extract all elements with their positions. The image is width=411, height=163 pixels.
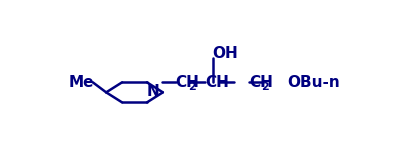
Text: 2: 2	[261, 82, 269, 92]
Text: OH: OH	[212, 46, 238, 61]
Text: Me: Me	[69, 75, 95, 90]
Text: CH: CH	[205, 75, 229, 90]
Text: 2: 2	[188, 82, 196, 92]
Text: CH: CH	[249, 75, 273, 90]
Text: CH: CH	[175, 75, 199, 90]
Text: OBu-n: OBu-n	[288, 75, 340, 90]
Text: N: N	[147, 84, 160, 99]
